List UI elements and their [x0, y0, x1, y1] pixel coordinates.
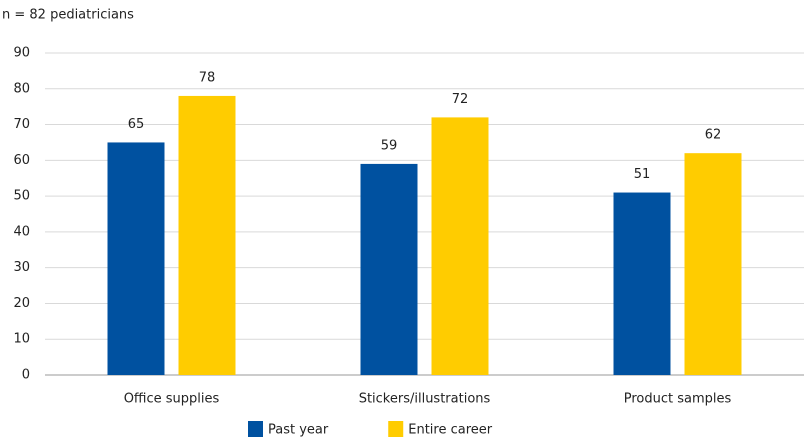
legend-swatch [388, 421, 404, 437]
data-label: 72 [452, 92, 469, 107]
y-tick-label: 80 [13, 81, 30, 96]
y-tick-label: 10 [13, 332, 30, 347]
legend-swatch [248, 421, 263, 437]
legend-label: Entire career [408, 423, 493, 438]
data-label: 59 [381, 138, 398, 153]
bar [431, 117, 489, 376]
chart-subtitle: n = 82 pediatricians [2, 8, 134, 23]
y-tick-label: 90 [13, 46, 30, 61]
bar [360, 163, 418, 375]
y-tick-label: 70 [13, 117, 30, 132]
y-tick-label: 30 [13, 260, 30, 275]
y-tick-label: 50 [13, 189, 30, 204]
bar [107, 142, 165, 375]
data-label: 62 [705, 128, 722, 143]
bar [178, 95, 236, 375]
y-tick-label: 60 [13, 153, 30, 168]
x-tick-label: Office supplies [124, 392, 220, 407]
data-label: 78 [199, 70, 216, 85]
y-tick-label: 20 [13, 296, 30, 311]
data-label: 51 [634, 167, 651, 182]
bar [684, 153, 742, 375]
y-tick-label: 0 [22, 368, 30, 383]
x-tick-label: Product samples [624, 392, 732, 407]
legend-label: Past year [268, 423, 329, 438]
bar [613, 192, 671, 375]
data-label: 65 [128, 117, 145, 132]
x-tick-label: Stickers/illustrations [359, 392, 491, 407]
y-tick-label: 40 [13, 224, 30, 239]
